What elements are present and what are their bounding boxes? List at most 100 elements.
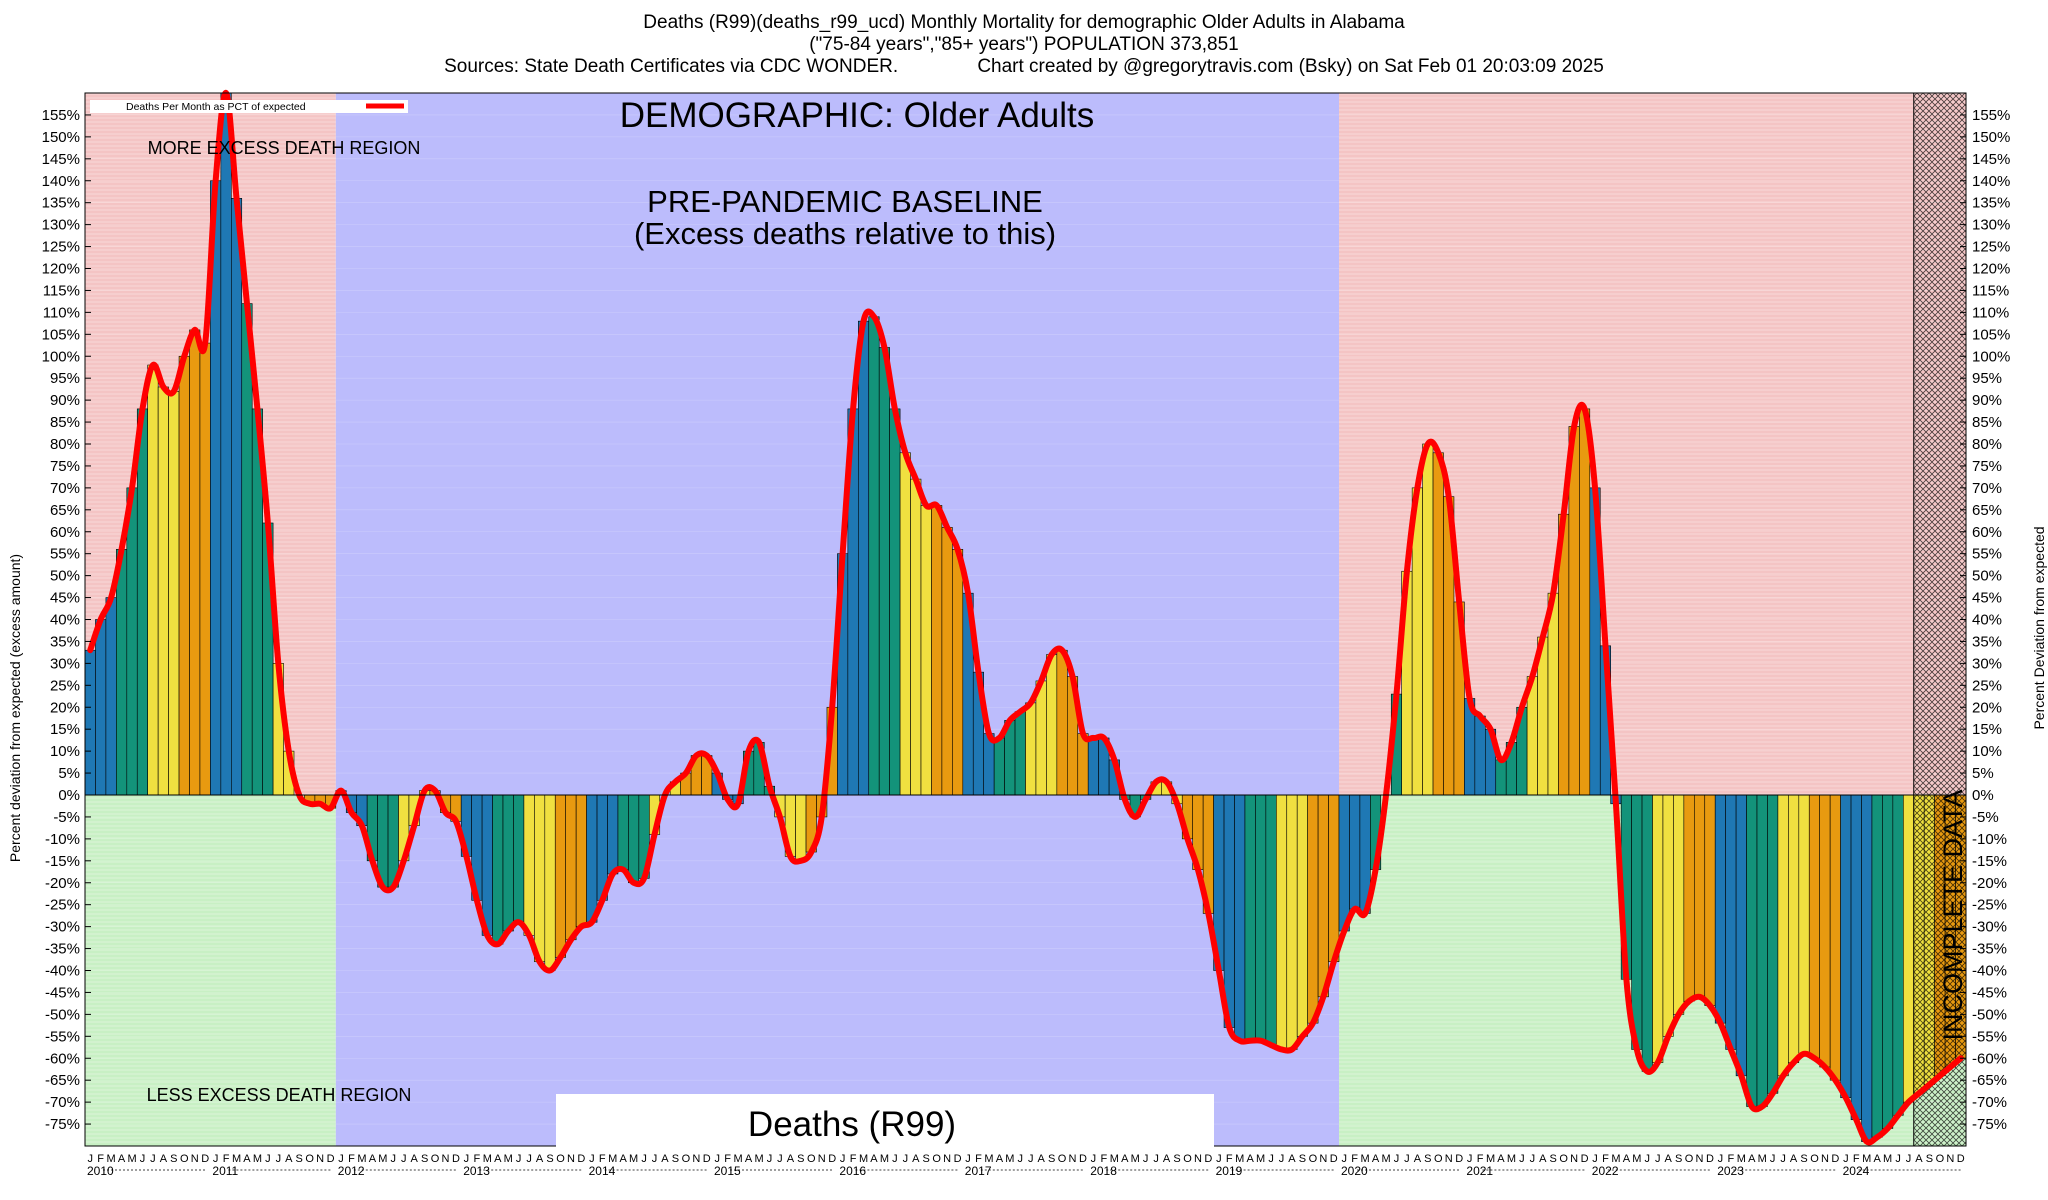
y-tick-label-left: -65% — [45, 1072, 80, 1089]
x-tick-month: A — [1038, 1153, 1046, 1165]
bar-2017-9 — [1046, 654, 1058, 796]
x-tick-year: 2016 — [839, 1164, 866, 1178]
x-tick-month: J — [1028, 1153, 1034, 1165]
x-tick-month: J — [1279, 1153, 1285, 1165]
y-tick-label-right: 35% — [1972, 633, 2002, 650]
bar-2019-8 — [1286, 794, 1298, 1050]
bar-2013-9 — [544, 794, 556, 971]
x-tick-month: D — [1079, 1153, 1087, 1165]
x-tick-month: A — [1790, 1153, 1798, 1165]
x-tick-month: F — [599, 1153, 606, 1165]
x-tick-month: A — [243, 1153, 251, 1165]
x-tick-month: M — [1256, 1153, 1265, 1165]
demographic-label: DEMOGRAPHIC: Older Adults — [620, 96, 1095, 135]
x-tick-month: M — [253, 1153, 262, 1165]
x-tick-month: D — [1330, 1153, 1338, 1165]
y-tick-label-right: 75% — [1972, 458, 2002, 475]
x-tick-month: F — [850, 1153, 857, 1165]
x-tick-year: 2020 — [1341, 1164, 1368, 1178]
y-tick-label-right: 5% — [1972, 765, 1994, 782]
x-tick-month: J — [338, 1153, 344, 1165]
chart-title-block: Deaths (R99)(deaths_r99_ucd) Monthly Mor… — [0, 12, 2048, 78]
x-tick-month: M — [1758, 1153, 1767, 1165]
y-tick-label-left: 105% — [42, 326, 80, 343]
y-tick-label-right: 55% — [1972, 546, 2002, 563]
y-tick-label-left: 40% — [50, 612, 80, 629]
x-tick-month: F — [1226, 1153, 1233, 1165]
bar-2017-6 — [1014, 711, 1026, 796]
y-tick-label-left: 85% — [50, 414, 80, 431]
x-tick-month: F — [348, 1153, 355, 1165]
x-tick-month: F — [1477, 1153, 1484, 1165]
y-tick-label-right: -30% — [1972, 919, 2007, 936]
y-tick-label-left: 130% — [42, 217, 80, 234]
bar-2016-6 — [889, 408, 901, 796]
x-tick-month: M — [1381, 1153, 1390, 1165]
x-tick-month: O — [932, 1153, 941, 1165]
y-tick-label-right: 45% — [1972, 590, 2002, 607]
x-tick-month: O — [1810, 1153, 1819, 1165]
x-tick-month: J — [87, 1153, 93, 1165]
bar-2023-8 — [1788, 794, 1800, 1063]
y-tick-label-left: 65% — [50, 502, 80, 519]
x-tick-month: J — [965, 1153, 971, 1165]
bar-2017-7 — [1025, 702, 1037, 796]
y-tick-label-left: -45% — [45, 984, 80, 1001]
y-tick-label-right: -50% — [1972, 1006, 2007, 1023]
bar-2015-9 — [795, 794, 807, 862]
y-tick-label-right: -15% — [1972, 853, 2007, 870]
x-tick-month: D — [201, 1153, 209, 1165]
x-tick-month: A — [1539, 1153, 1547, 1165]
x-tick-month: A — [1623, 1153, 1631, 1165]
x-tick-month: N — [442, 1153, 450, 1165]
y-tick-label-right: -45% — [1972, 984, 2007, 1001]
x-tick-month: F — [724, 1153, 731, 1165]
y-tick-label-right: -25% — [1972, 897, 2007, 914]
x-tick-month: S — [170, 1153, 177, 1165]
x-tick-month: M — [232, 1153, 241, 1165]
bar-2023-11 — [1819, 794, 1831, 1068]
x-tick-month: J — [1645, 1153, 1651, 1165]
x-tick-month: M — [1005, 1153, 1014, 1165]
y-tick-label-right: 65% — [1972, 502, 2002, 519]
bar-2014-5 — [628, 794, 640, 884]
x-tick-year: 2012 — [338, 1164, 365, 1178]
x-tick-month: D — [577, 1153, 585, 1165]
bar-2016-4 — [868, 316, 880, 796]
baseline-label-line-1: PRE-PANDEMIC BASELINE — [647, 184, 1043, 219]
x-tick-month: J — [1530, 1153, 1536, 1165]
bar-2019-12 — [1328, 794, 1340, 963]
x-tick-month: N — [1319, 1153, 1327, 1165]
x-tick-month: S — [546, 1153, 553, 1165]
x-tick-month: D — [954, 1153, 962, 1165]
y-tick-label-left: -40% — [45, 963, 80, 980]
x-tick-month: N — [692, 1153, 700, 1165]
y-tick-label-left: -70% — [45, 1094, 80, 1111]
bar-2010-9 — [168, 391, 180, 796]
bar-2022-6 — [1641, 794, 1653, 1072]
y-tick-label-left: 25% — [50, 677, 80, 694]
y-tick-label-left: 95% — [50, 370, 80, 387]
bar-2023-4 — [1746, 794, 1758, 1107]
x-tick-month: M — [1883, 1153, 1892, 1165]
bar-2020-10 — [1432, 452, 1444, 796]
x-tick-month: F — [223, 1153, 230, 1165]
y-tick-label-right: 120% — [1972, 261, 2010, 278]
x-tick-month: J — [903, 1153, 909, 1165]
x-tick-month: A — [494, 1153, 502, 1165]
y-tick-label-left: -35% — [45, 941, 80, 958]
y-tick-label-left: 60% — [50, 524, 80, 541]
x-tick-month: J — [892, 1153, 898, 1165]
x-tick-month: J — [1592, 1153, 1598, 1165]
bar-2011-4 — [241, 303, 253, 796]
x-tick-month: N — [1069, 1153, 1077, 1165]
y-tick-label-left: 75% — [50, 458, 80, 475]
y-tick-label-right: 140% — [1972, 173, 2010, 190]
x-tick-month: J — [1467, 1153, 1473, 1165]
y-tick-label-left: 135% — [42, 195, 80, 212]
x-tick-month: M — [107, 1153, 116, 1165]
x-tick-month: J — [777, 1153, 783, 1165]
y-tick-label-right: 40% — [1972, 612, 2002, 629]
x-tick-month: J — [464, 1153, 470, 1165]
x-tick-month: D — [828, 1153, 836, 1165]
